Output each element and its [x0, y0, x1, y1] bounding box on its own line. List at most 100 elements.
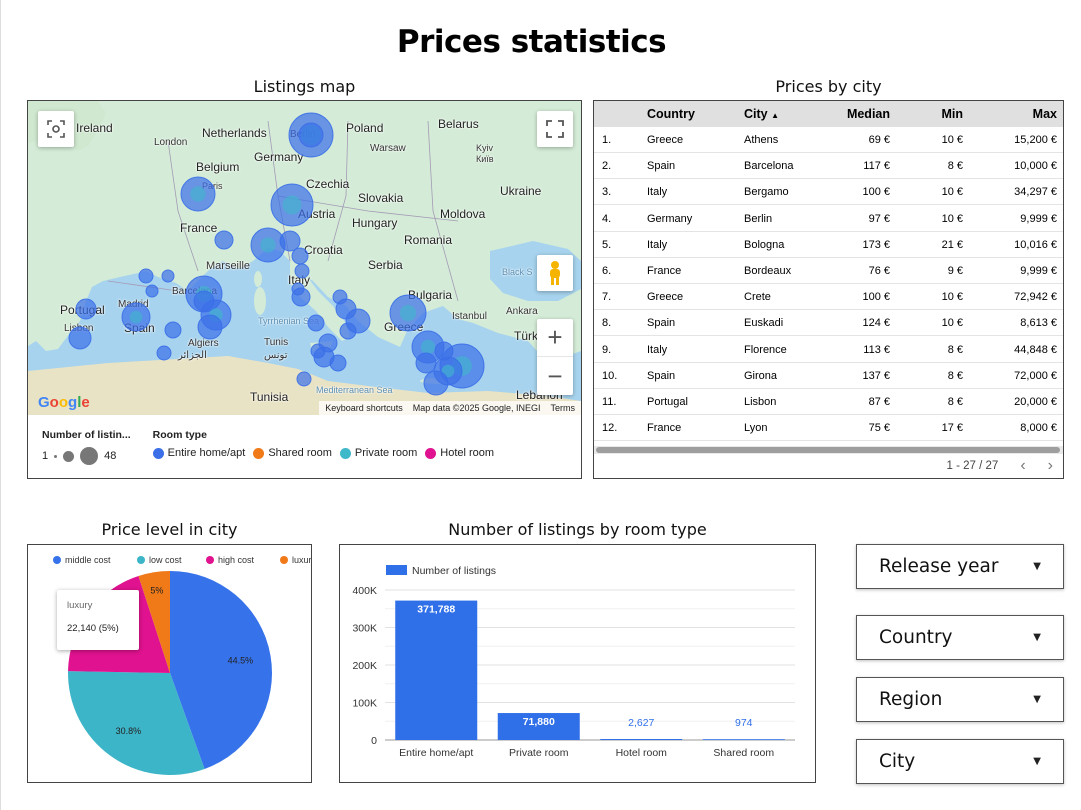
terms-link[interactable]: Terms	[550, 403, 576, 413]
table-row[interactable]: 7. Greece Crete 100 € 10 € 72,942 €	[594, 284, 1063, 311]
cell-city: Barcelona	[744, 160, 794, 173]
room-legend-item[interactable]: Private room	[339, 447, 417, 459]
table-row[interactable]: 6. France Bordeaux 76 € 9 € 9,999 €	[594, 258, 1063, 284]
bar[interactable]	[497, 713, 580, 740]
table-row[interactable]: 9. Italy Florence 113 € 8 € 44,848 €	[594, 337, 1063, 363]
filter-region[interactable]: Region ▼	[856, 677, 1064, 722]
filter-release-year[interactable]: Release year ▼	[856, 544, 1064, 589]
cell-city: Florence	[744, 343, 787, 356]
listing-bubble[interactable]	[298, 122, 324, 148]
listing-bubble[interactable]	[138, 268, 154, 284]
map-title: Listings map	[253, 77, 356, 96]
listing-bubble[interactable]	[434, 341, 454, 361]
keyboard-shortcuts-link[interactable]: Keyboard shortcuts	[325, 403, 403, 413]
pie-slice-label: 30.8%	[116, 726, 142, 736]
table-row[interactable]: 1. Greece Athens 69 € 10 € 15,200 €	[594, 127, 1063, 153]
listing-bubble[interactable]	[75, 298, 97, 320]
listing-bubble[interactable]	[339, 322, 357, 340]
table-row[interactable]: 5. Italy Bologna 173 € 21 € 10,016 €	[594, 232, 1063, 258]
bar-legend-item[interactable]: Number of listings	[386, 565, 496, 577]
header-median[interactable]: Median	[846, 107, 890, 121]
next-page-button[interactable]: ›	[1047, 457, 1053, 474]
listing-bubble[interactable]	[145, 284, 159, 298]
room-legend-item[interactable]: Entire home/apt	[152, 447, 245, 459]
listing-bubble[interactable]	[164, 321, 182, 339]
cell-city: Athens	[744, 134, 779, 146]
legend-swatch	[339, 447, 351, 459]
listing-bubble[interactable]	[291, 247, 309, 265]
listing-bubble[interactable]	[214, 230, 234, 250]
street-view-button[interactable]	[537, 255, 573, 291]
map-label-country: Slovakia	[358, 191, 404, 205]
table-row[interactable]: 12. France Lyon 75 € 17 € 8,000 €	[594, 415, 1063, 442]
cell-country: Greece	[647, 134, 684, 146]
listing-bubble[interactable]	[294, 263, 310, 279]
listing-bubble[interactable]	[291, 287, 311, 307]
listing-bubble[interactable]	[310, 343, 326, 359]
filter-country[interactable]: Country ▼	[856, 615, 1064, 660]
prev-page-button[interactable]: ‹	[1020, 457, 1026, 474]
cell-country: France	[647, 265, 682, 277]
table-row[interactable]: 2. Spain Barcelona 117 € 8 € 10,000 €	[594, 153, 1063, 180]
table-row[interactable]: 4. Germany Berlin 97 € 10 € 9,999 €	[594, 206, 1063, 232]
room-type-bar-chart[interactable]: Number of listings 0 100K 200K 300K 400K 371,7…	[340, 545, 815, 782]
horizontal-scrollbar[interactable]	[594, 446, 1063, 454]
listing-bubble[interactable]	[296, 371, 312, 387]
tooltip-title: luxury	[67, 600, 93, 611]
listings-map[interactable]: IrelandLondonNetherlandsBerlinPolandBela…	[28, 101, 581, 415]
pie-legend-item[interactable]: luxury	[280, 555, 311, 565]
price-level-pie-chart[interactable]: middle cost low cost high cost luxury 44.5% 3…	[28, 545, 311, 782]
map-data-credit: Map data ©2025 Google, INEGI	[412, 403, 541, 413]
table-row[interactable]: 3. Italy Bergamo 100 € 10 € 34,297 €	[594, 179, 1063, 206]
room-legend-item[interactable]: Hotel room	[425, 447, 494, 459]
listing-bubble[interactable]	[423, 370, 449, 396]
fullscreen-button[interactable]	[537, 111, 573, 147]
listing-bubble[interactable]	[307, 314, 325, 332]
pie-slice[interactable]	[138, 571, 170, 673]
listing-bubble[interactable]	[161, 269, 175, 283]
zoom-out-button[interactable]: −	[547, 360, 563, 391]
listing-bubble[interactable]	[329, 354, 347, 372]
pie-legend-item[interactable]: high cost	[206, 555, 255, 565]
map-label-sea: Mediterranean Sea	[316, 385, 393, 395]
size-dot-large	[80, 447, 99, 465]
map-label-country: Serbia	[368, 258, 403, 272]
pie-legend-item[interactable]: low cost	[137, 555, 182, 565]
dropdown-caret-icon: ▼	[1033, 756, 1041, 767]
cell-min: 21 €	[941, 238, 963, 251]
table-row[interactable]: 10. Spain Girona 137 € 8 € 72,000 €	[594, 363, 1063, 389]
zoom-in-button[interactable]: +	[537, 319, 573, 357]
header-country[interactable]: Country	[647, 107, 695, 121]
tooltip-value: 22,140 (5%)	[67, 623, 119, 634]
cell-idx: 4.	[602, 212, 612, 225]
table-row[interactable]: 8. Spain Euskadi 124 € 10 € 8,613 €	[594, 310, 1063, 337]
cell-min: 8 €	[947, 396, 963, 408]
map-label-country: Croatia	[304, 243, 343, 257]
table-row[interactable]: 11. Portugal Lisbon 87 € 8 € 20,000 €	[594, 389, 1063, 415]
listing-bubble[interactable]	[415, 352, 437, 374]
header-max[interactable]: Max	[1032, 107, 1057, 121]
pie-slice[interactable]	[68, 671, 205, 775]
filter-release-year-label: Release year	[879, 556, 999, 577]
listing-bubble[interactable]	[279, 230, 301, 252]
header-min[interactable]: Min	[941, 107, 963, 121]
locate-button[interactable]	[38, 111, 74, 147]
pie-legend-item[interactable]: middle cost	[53, 555, 111, 565]
header-city[interactable]: City ▲	[744, 107, 780, 121]
listing-bubble-inner	[190, 186, 206, 202]
map-label-sea: Tyrrhenian Sea	[258, 316, 320, 326]
cell-idx: 10.	[602, 369, 618, 382]
cell-max: 15,200 €	[1014, 134, 1057, 146]
room-legend-item[interactable]: Shared room	[253, 447, 332, 459]
listing-bubble[interactable]	[193, 290, 215, 312]
bar[interactable]	[702, 739, 785, 740]
bar[interactable]	[600, 739, 683, 740]
listing-bubble[interactable]	[197, 314, 223, 340]
filter-city[interactable]: City ▼	[856, 739, 1064, 784]
bar-category-label: Hotel room	[616, 747, 668, 759]
listing-bubble[interactable]	[68, 326, 92, 350]
pie-slice[interactable]	[170, 571, 272, 769]
listing-bubble[interactable]	[156, 345, 172, 361]
bar[interactable]	[395, 600, 478, 740]
